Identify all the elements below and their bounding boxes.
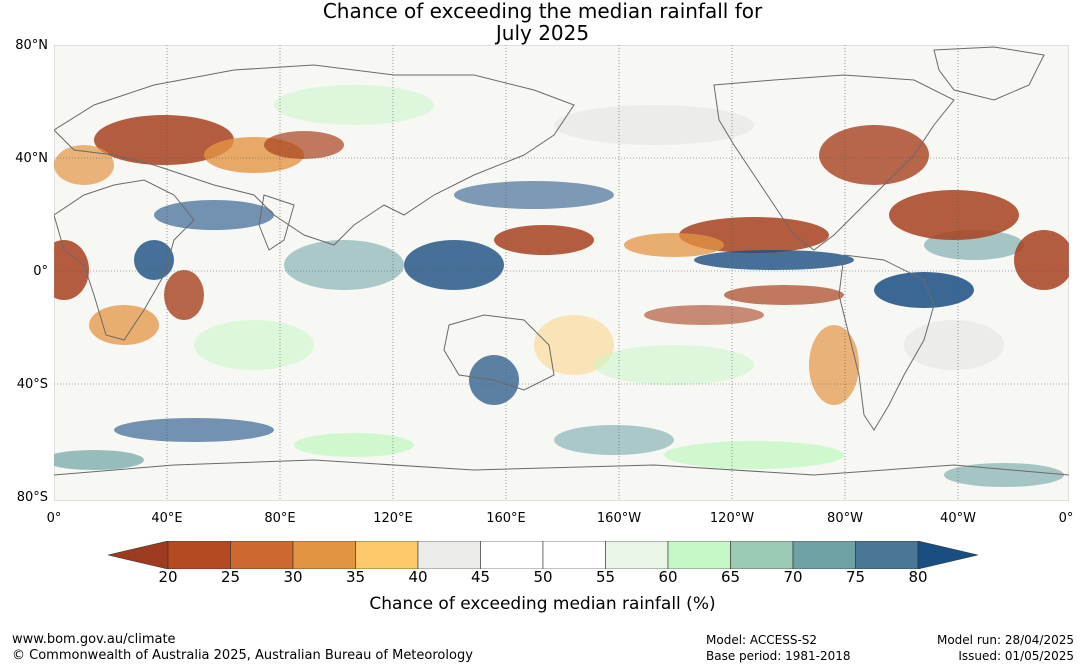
title-line-1: Chance of exceeding the median rainfall … (322, 0, 763, 23)
lon-label-0-left: 0° (46, 511, 62, 526)
legend-tick-label: 65 (720, 568, 741, 586)
anomaly-region (284, 240, 404, 290)
coast-south-america (838, 254, 935, 431)
anomaly-region (664, 441, 844, 469)
anomaly-region (944, 463, 1064, 487)
lat-label-40s: 40°S (16, 377, 48, 392)
legend-tick-label: 20 (158, 568, 178, 586)
coastlines (54, 46, 1069, 476)
anomaly-region (114, 418, 274, 442)
anomaly-region (134, 240, 174, 280)
anomaly-region (54, 450, 144, 470)
anomaly-region (534, 315, 614, 375)
anomaly-region (554, 105, 754, 145)
anomaly-region (454, 181, 614, 209)
lat-label-80s: 80°S (16, 490, 48, 505)
legend-cell (355, 541, 419, 569)
legend-cell (480, 541, 544, 569)
legend-cell (605, 541, 669, 569)
coast-india (258, 194, 295, 251)
color-legend-bar (108, 541, 978, 569)
legend-tick-label: 35 (345, 568, 366, 586)
lon-label-120w: 120°W (709, 511, 755, 526)
legend-low-arrow (108, 541, 169, 569)
anomaly-region (194, 320, 314, 370)
anomaly-region (494, 225, 594, 255)
anomaly-region (809, 325, 859, 405)
coast-antarctica (54, 459, 1069, 476)
anomaly-region (54, 145, 114, 185)
legend-tick-label: 70 (783, 568, 803, 586)
coast-africa (54, 179, 195, 341)
anomaly-region (694, 250, 854, 270)
anomaly-region (644, 305, 764, 325)
lon-label-40e: 40°E (151, 511, 183, 526)
coast-australia (443, 314, 555, 391)
anomaly-region (154, 200, 274, 230)
anomaly-region (89, 305, 159, 345)
legend-cell (230, 541, 294, 569)
map-title: Chance of exceeding the median rainfall … (0, 0, 1085, 44)
anomaly-region (294, 433, 414, 457)
legend-tick-label: 55 (595, 568, 616, 586)
lon-label-80e: 80°E (264, 511, 296, 526)
anomaly-region (889, 190, 1019, 240)
legend-label: Chance of exceeding median rainfall (%) (369, 594, 716, 614)
anomaly-region (904, 320, 1004, 370)
anomaly-region (554, 425, 674, 455)
footer-model: Model: ACCESS-S2 (706, 633, 818, 647)
footer-issued: Issued: 01/05/2025 (958, 649, 1074, 663)
footer-model-run: Model run: 28/04/2025 (936, 633, 1074, 647)
legend-cell (792, 541, 856, 569)
lon-label-160e: 160°E (486, 511, 526, 526)
title-line-2: July 2025 (495, 21, 590, 45)
legend-tick-label: 80 (908, 568, 928, 586)
coast-eurasia (54, 64, 575, 246)
legend-tick-label: 40 (408, 568, 428, 586)
legend-cell (417, 541, 481, 569)
legend-tick-label: 60 (658, 568, 678, 586)
anomaly-region (724, 285, 844, 305)
legend-high-arrow (917, 541, 978, 569)
anomaly-region (404, 240, 504, 290)
anomaly-region (264, 131, 344, 159)
lat-label-0: 0° (33, 264, 48, 279)
map-shading (54, 85, 1069, 487)
anomaly-region (274, 85, 434, 125)
rainfall-map (54, 45, 1069, 501)
lon-label-120e: 120°E (373, 511, 413, 526)
legend-cell (855, 541, 919, 569)
lat-label-40n: 40°N (15, 151, 48, 166)
anomaly-region (164, 270, 204, 320)
anomaly-region (624, 233, 724, 257)
legend-tick-label: 50 (533, 568, 553, 586)
footer-website[interactable]: www.bom.gov.au/climate (12, 632, 176, 647)
legend-tick-label: 45 (470, 568, 491, 586)
anomaly-region (594, 345, 754, 385)
graticule (54, 45, 1069, 501)
legend-cell (167, 541, 231, 569)
legend-tick-label: 25 (220, 568, 241, 586)
legend-cells (167, 541, 919, 569)
anomaly-region (54, 240, 89, 300)
legend-cell (730, 541, 794, 569)
coast-greenland (933, 46, 1045, 101)
coast-north-america (713, 74, 955, 251)
anomaly-region (874, 272, 974, 308)
lon-label-40w: 40°W (940, 511, 976, 526)
anomaly-region (819, 125, 929, 185)
footer-base-period: Base period: 1981-2018 (706, 649, 851, 663)
legend-cell (292, 541, 356, 569)
anomaly-region (1014, 230, 1069, 290)
lon-label-160w: 160°W (596, 511, 642, 526)
legend-cell (667, 541, 731, 569)
legend-tick-label: 30 (283, 568, 303, 586)
legend-tick-label: 75 (845, 568, 866, 586)
anomaly-region (94, 115, 234, 165)
legend-cell (542, 541, 606, 569)
footer-copyright: © Commonwealth of Australia 2025, Austra… (12, 648, 473, 663)
lon-label-80w: 80°W (827, 511, 863, 526)
lon-label-0-right: 0° (1058, 511, 1074, 526)
lat-label-80n: 80°N (15, 38, 48, 53)
